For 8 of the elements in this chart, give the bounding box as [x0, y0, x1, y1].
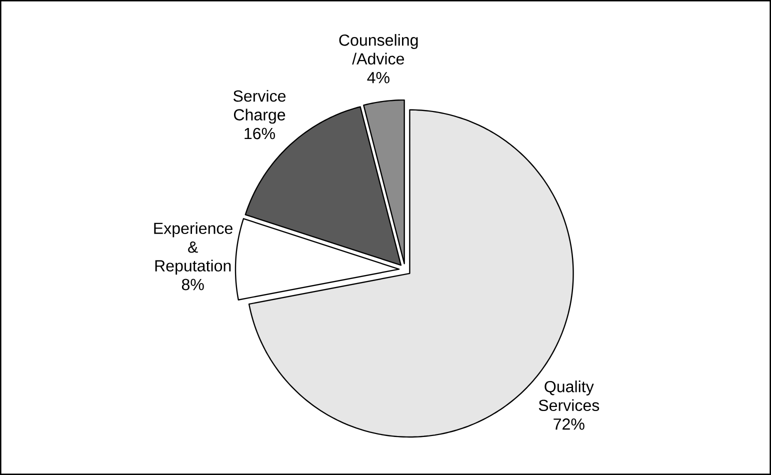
- data-label: 8%: [182, 278, 204, 290]
- slice-label: Experience & Reputation: [154, 222, 232, 275]
- slice-label: Service Charge: [233, 90, 286, 124]
- data-label: 72%: [554, 418, 584, 430]
- slice-label: Counseling /Advice: [339, 34, 418, 65]
- data-label: 4%: [367, 72, 390, 84]
- data-label: 16%: [244, 128, 275, 140]
- slice-label: Quality Services: [538, 380, 600, 412]
